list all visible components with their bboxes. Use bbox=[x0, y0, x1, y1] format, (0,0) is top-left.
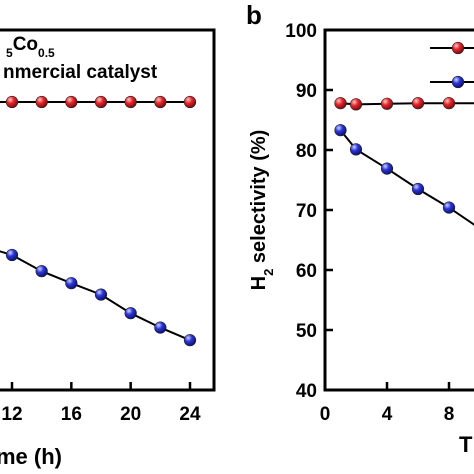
panel-a-x-tick-label: 24 bbox=[179, 404, 201, 425]
panel-a-x-tick-label: 20 bbox=[120, 404, 141, 425]
panel-a-x-axis-label: me (h) bbox=[0, 444, 62, 469]
panel-a: 12 16 20 24 5Co0.5 nmercial catalyst me (h) bbox=[0, 28, 216, 469]
panel-a-series-1-point bbox=[154, 321, 167, 334]
panel-b-series-0-point bbox=[334, 97, 347, 110]
panel-b-y-tick-label: 90 bbox=[296, 81, 317, 102]
panel-b-series-0-point bbox=[349, 98, 363, 111]
panel-a-x-ticks: 12 16 20 24 bbox=[1, 382, 201, 425]
panel-b-series-1-point bbox=[380, 162, 394, 175]
panel-a-series-1-point bbox=[35, 265, 48, 278]
panel-b-y-tick-label: 80 bbox=[296, 141, 317, 162]
panel-a-series-1-point bbox=[94, 288, 108, 301]
panel-a-series-1-point bbox=[183, 334, 197, 347]
panel-a-plot-area bbox=[0, 95, 197, 347]
panel-b-y-tick-label: 100 bbox=[285, 21, 317, 42]
panel-a-legend-label: nmercial catalyst bbox=[3, 62, 158, 83]
panel-a-series-0-point bbox=[65, 95, 78, 109]
panel-a-axes-frame bbox=[0, 28, 216, 392]
panel-b-y-tick-label: 70 bbox=[296, 201, 317, 222]
panel-b-y-axis-label: H2 selectivity (%) bbox=[248, 130, 276, 291]
panel-b-series-0-point bbox=[411, 97, 425, 110]
panel-a-series-0-point bbox=[124, 95, 137, 109]
panel-b-x-tick-label: 8 bbox=[444, 404, 455, 425]
panel-a-x-tick-label: 16 bbox=[61, 404, 82, 425]
panel-a-series-1-point bbox=[65, 277, 78, 290]
panel-b-series-1-point bbox=[349, 143, 363, 156]
panel-b-ticks: 40 50 60 70 80 90 100 0 4 8 bbox=[285, 21, 454, 425]
panel-a-series-0-point bbox=[94, 95, 108, 109]
panel-a-series-0-point bbox=[183, 95, 197, 109]
panel-b-letter: b bbox=[246, 0, 262, 30]
panel-b-y-tick-label: 60 bbox=[296, 261, 317, 282]
panel-b-legend-marker-1 bbox=[451, 75, 465, 89]
panel-b-legend bbox=[430, 41, 474, 89]
panel-b-x-tick-label: 0 bbox=[320, 404, 331, 425]
panel-b-legend-marker-0 bbox=[451, 41, 465, 55]
panel-a-series-0-point bbox=[35, 95, 48, 109]
panel-a-series-0-point bbox=[154, 95, 167, 109]
panel-b-x-tick-label: 4 bbox=[382, 404, 393, 425]
panel-a-legend-formula: 5Co0.5 bbox=[6, 34, 55, 60]
panel-b-x-axis-label: T bbox=[459, 432, 473, 457]
panel-a-x-tick-label: 12 bbox=[1, 404, 22, 425]
panel-a-series-1-point bbox=[5, 248, 19, 262]
panel-b-series-0-point bbox=[442, 97, 456, 110]
panel-b-series-0-point bbox=[380, 97, 394, 110]
panel-a-series-0-point bbox=[5, 95, 19, 109]
panel-b-y-tick-label: 50 bbox=[296, 321, 317, 342]
panel-b-series-1-point bbox=[334, 124, 347, 137]
panel-b-series-1-line bbox=[339, 129, 474, 226]
panel-b-plot-area bbox=[334, 97, 474, 230]
panel-a-series-1-point bbox=[124, 307, 137, 320]
panel-b-series-1-point bbox=[411, 182, 425, 196]
panel-b-series-1-point bbox=[442, 201, 456, 214]
panel-b-y-tick-label: 40 bbox=[296, 381, 317, 402]
